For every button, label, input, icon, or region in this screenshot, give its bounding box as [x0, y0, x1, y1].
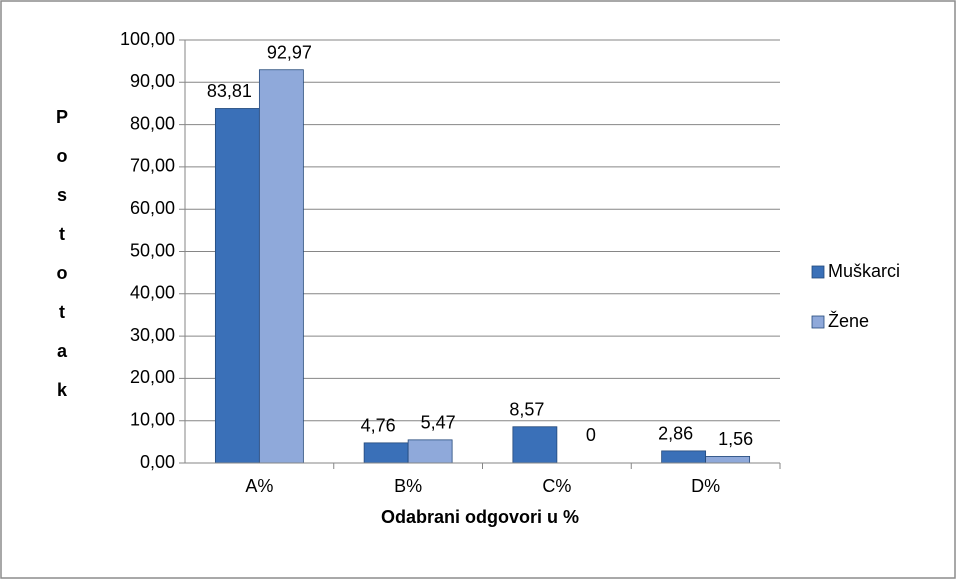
data-label: 0 — [586, 425, 596, 445]
data-label: 8,57 — [509, 399, 544, 419]
y-tick-label: 10,00 — [130, 409, 175, 429]
x-tick-label: A% — [245, 476, 273, 496]
legend-swatch — [811, 315, 825, 329]
x-tick-label: D% — [691, 476, 720, 496]
data-label: 1,56 — [718, 429, 753, 449]
y-tick-label: 40,00 — [130, 283, 175, 303]
y-tick-label: 0,00 — [140, 452, 175, 472]
x-tick-label: C% — [542, 476, 571, 496]
data-label: 4,76 — [361, 416, 396, 436]
bar — [661, 450, 707, 464]
bar — [705, 456, 751, 464]
y-tick-label: 70,00 — [130, 156, 175, 176]
data-label: 5,47 — [421, 413, 456, 433]
y-tick-label: 50,00 — [130, 240, 175, 260]
y-tick-label: 100,00 — [120, 29, 175, 49]
data-label: 92,97 — [267, 42, 312, 62]
bar — [407, 439, 453, 464]
x-axis-label: Odabrani odgovori u % — [381, 507, 579, 527]
y-tick-label: 20,00 — [130, 367, 175, 387]
bar — [258, 69, 304, 464]
y-tick-label: 80,00 — [130, 113, 175, 133]
y-tick-label: 90,00 — [130, 71, 175, 91]
y-tick-label: 30,00 — [130, 325, 175, 345]
bar — [363, 442, 409, 464]
x-tick-label: B% — [394, 476, 422, 496]
y-tick-label: 60,00 — [130, 198, 175, 218]
legend-label: Muškarci — [828, 261, 900, 281]
data-label: 2,86 — [658, 424, 693, 444]
legend-label: Žene — [828, 311, 869, 331]
legend-swatch — [811, 265, 825, 279]
bar — [512, 426, 558, 464]
data-label: 83,81 — [207, 81, 252, 101]
bar — [214, 108, 260, 464]
